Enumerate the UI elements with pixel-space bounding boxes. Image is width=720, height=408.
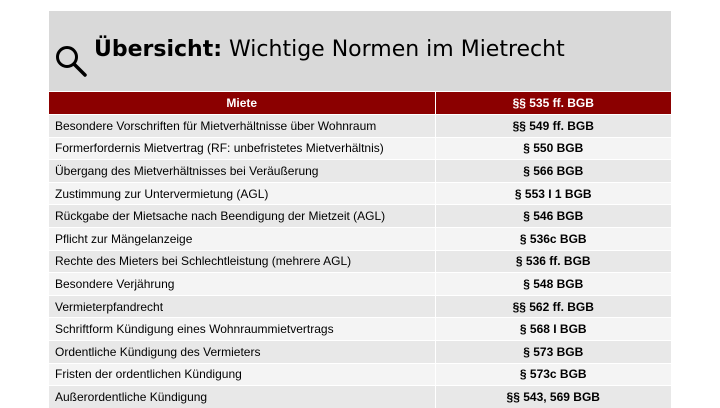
search-icon <box>56 46 87 77</box>
row-label: Pflicht zur Mängelanzeige <box>49 226 435 251</box>
table-row: Rechte des Mieters bei Schlechtleistung … <box>49 249 671 273</box>
table-row: Pflicht zur Mängelanzeige § 536c BGB <box>49 226 671 251</box>
table-row: Ordentliche Kündigung des Vermieters § 57… <box>49 339 671 364</box>
table-row: Fristen der ordentlichen Kündigung § 573c… <box>49 362 671 386</box>
table-header-row: Miete §§ 535 ff. BGB <box>49 92 671 115</box>
row-norm: § 536 ff. BGB <box>434 249 671 273</box>
header-norm: §§ 535 ff. BGB <box>435 92 671 115</box>
table-row: Vermieterpfandrecht §§ 562 ff. BGB <box>49 294 671 318</box>
row-label: Fristen der ordentlichen Kündigung <box>49 362 435 386</box>
title-band: Übersicht: Wichtige Normen im Mietrecht <box>49 11 671 91</box>
row-norm: § 573c BGB <box>434 362 671 386</box>
row-norm: § 548 BGB <box>434 272 671 296</box>
table-row: Rückgabe der Mietsache nach Beendigung d… <box>49 204 671 228</box>
row-label: Schriftform Kündigung eines Wohnraummiet… <box>49 317 435 341</box>
row-label: Übergang des Mietverhältnisses bei Veräu… <box>49 159 435 183</box>
row-norm: § 536c BGB <box>434 226 671 251</box>
table-row: Besondere Verjährung § 548 BGB <box>49 272 671 296</box>
row-label: Formerfordernis Mietvertrag (RF: unbefri… <box>49 136 435 160</box>
row-label: Besondere Vorschriften für Mietverhältni… <box>49 114 435 138</box>
row-label: Ordentliche Kündigung des Vermieters <box>49 339 435 364</box>
row-label: Außerordentliche Kündigung <box>49 385 435 408</box>
row-norm: § 550 BGB <box>434 136 671 160</box>
row-label: Rückgabe der Mietsache nach Beendigung d… <box>49 204 435 228</box>
header-miete: Miete <box>49 92 436 115</box>
title-bold: Übersicht: <box>94 37 223 62</box>
row-norm: § 546 BGB <box>434 204 671 228</box>
table-row: Zustimmung zur Untervermietung (AGL) § 55… <box>49 181 671 205</box>
table-row: Besondere Vorschriften für Mietverhältni… <box>49 114 671 138</box>
row-label: Vermieterpfandrecht <box>49 294 435 318</box>
row-norm: §§ 549 ff. BGB <box>434 114 671 138</box>
table-row: Schriftform Kündigung eines Wohnraummiet… <box>49 317 671 341</box>
row-norm: §§ 562 ff. BGB <box>434 294 671 318</box>
row-norm: § 566 BGB <box>434 159 671 183</box>
table-row: Übergang des Mietverhältnisses bei Veräu… <box>49 159 671 183</box>
table-row: Formerfordernis Mietvertrag (RF: unbefri… <box>49 136 671 160</box>
row-label: Besondere Verjährung <box>49 272 435 296</box>
row-norm: § 573 BGB <box>434 339 671 364</box>
norms-table: Miete §§ 535 ff. BGB Besondere Vorschrif… <box>49 92 671 408</box>
row-norm: § 568 I BGB <box>434 317 671 341</box>
row-label: Zustimmung zur Untervermietung (AGL) <box>49 181 435 205</box>
row-label: Rechte des Mieters bei Schlechtleistung … <box>49 249 435 273</box>
table-body: Besondere Vorschriften für Mietverhältni… <box>49 114 671 408</box>
row-norm: §§ 543, 569 BGB <box>434 385 671 408</box>
row-norm: § 553 I 1 BGB <box>434 181 671 205</box>
table-row: Außerordentliche Kündigung §§ 543, 569 BG… <box>49 385 671 408</box>
title-rest: Wichtige Normen im Mietrecht <box>222 37 565 62</box>
page-title: Übersicht: Wichtige Normen im Mietrecht <box>94 37 565 62</box>
